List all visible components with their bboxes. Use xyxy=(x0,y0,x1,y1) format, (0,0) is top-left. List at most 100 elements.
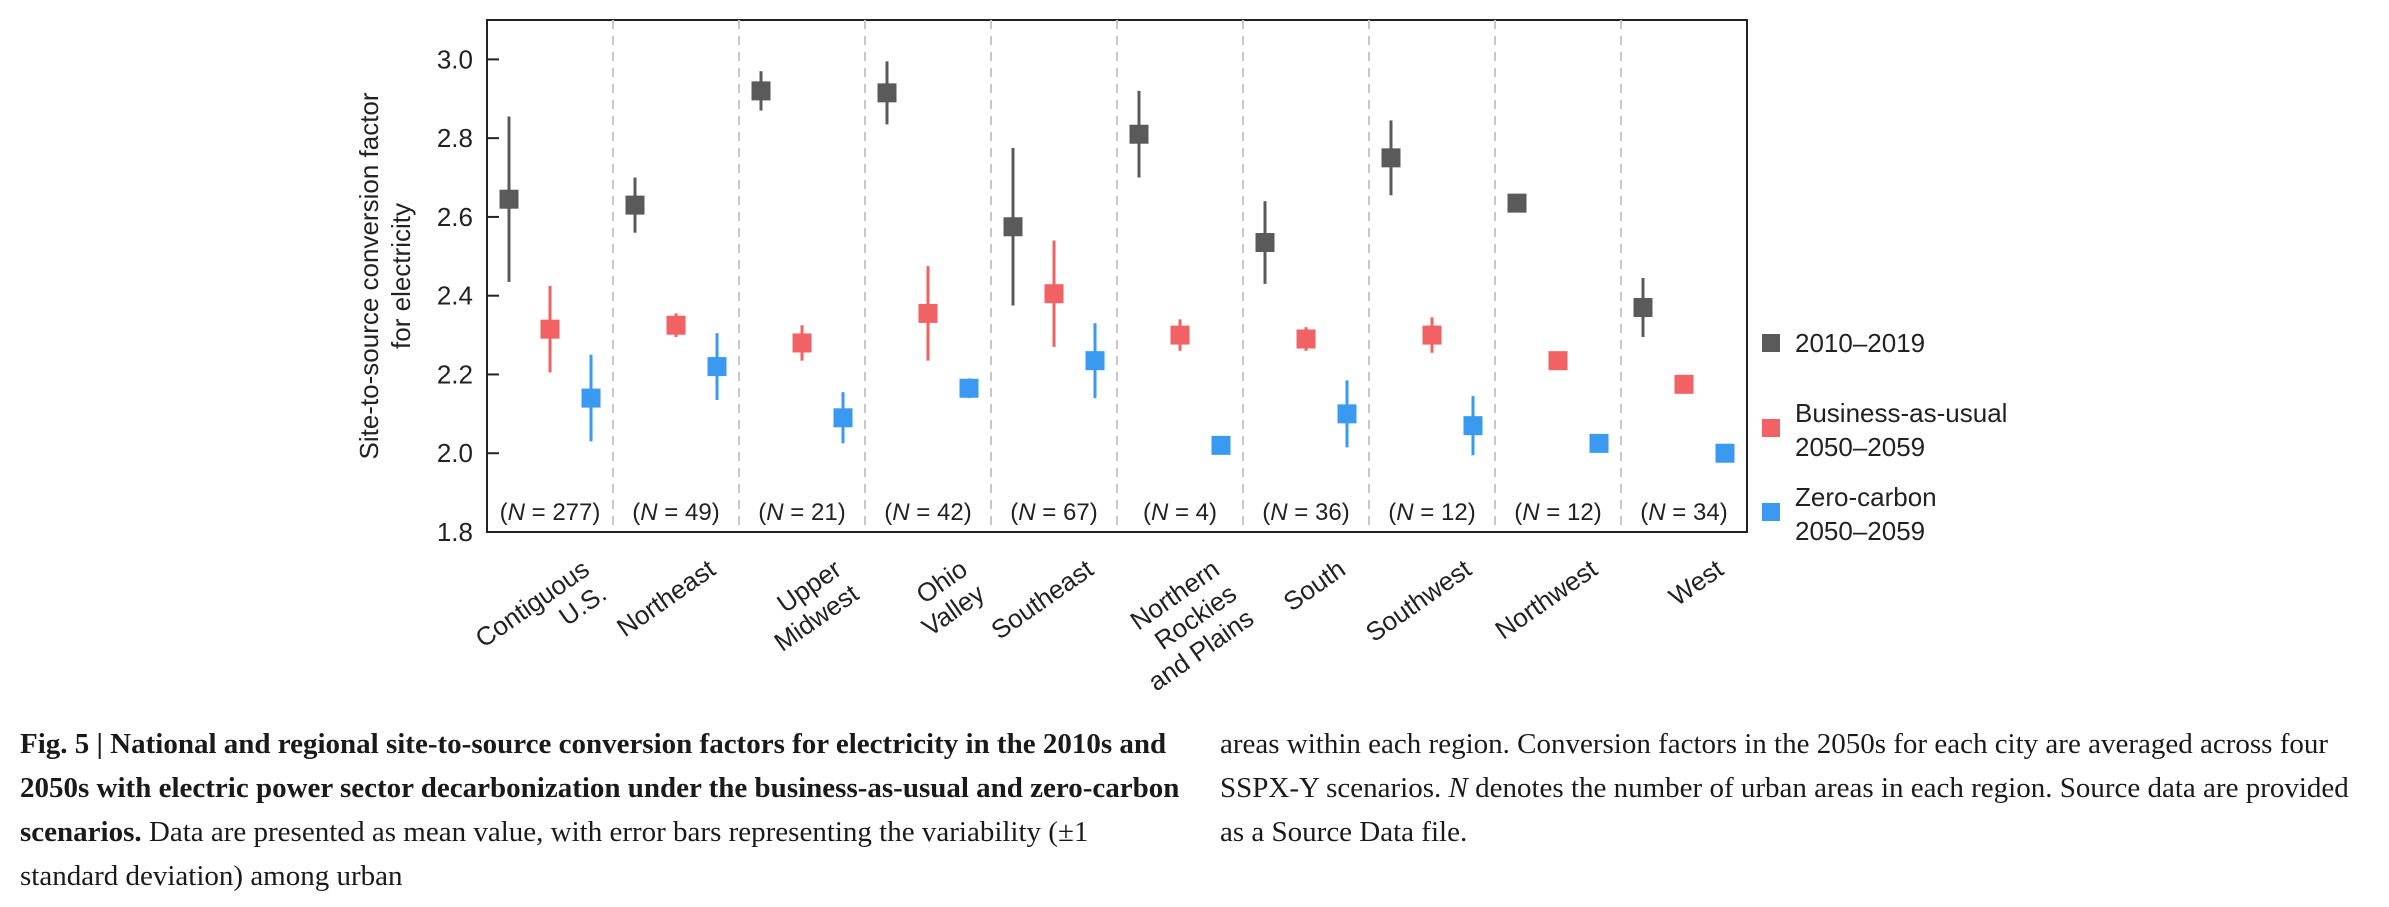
y-tick-label: 2.4 xyxy=(437,281,473,311)
n-label-italic: N xyxy=(1522,499,1540,526)
n-label-suffix: = 277) xyxy=(525,499,600,526)
y-tick-label: 2.6 xyxy=(437,202,473,232)
mean-marker xyxy=(1255,233,1275,253)
n-label-italic: N xyxy=(892,499,910,526)
n-label-suffix: = 4) xyxy=(1168,499,1217,526)
n-label: (N = 67) xyxy=(1010,499,1097,526)
mean-marker xyxy=(625,195,645,215)
category-label-line: Southeast xyxy=(985,553,1099,645)
legend-label-line: Zero-carbon xyxy=(1795,482,1937,512)
legend-label: Zero-carbon 2050–2059 xyxy=(1795,482,1937,546)
mean-marker xyxy=(540,319,560,339)
category-label: Southwest xyxy=(1360,553,1477,648)
chart: 1.8 2.0 2.2 2.4 2.6 2.8 3.0 Site-to-source conv… xyxy=(354,19,2007,690)
category-label: NorthernRockiesand Plains xyxy=(1108,553,1259,690)
n-label-suffix: = 34) xyxy=(1666,499,1728,526)
n-label-italic: N xyxy=(1018,499,1036,526)
y-tick-label: 2.2 xyxy=(437,359,473,389)
n-label-italic: N xyxy=(640,499,658,526)
n-label: (N = 12) xyxy=(1514,499,1601,526)
mean-marker xyxy=(666,315,686,335)
n-label-suffix: = 21) xyxy=(784,499,846,526)
n-label: (N = 12) xyxy=(1388,499,1475,526)
category-label: Southeast xyxy=(985,553,1099,645)
mean-marker xyxy=(1463,416,1483,436)
n-label-italic: N xyxy=(766,499,784,526)
n-label-italic: N xyxy=(508,499,526,526)
n-label-italic: N xyxy=(1151,499,1169,526)
n-label-italic: N xyxy=(1270,499,1288,526)
legend-label: 2010–2019 xyxy=(1795,328,1925,358)
mean-marker xyxy=(1589,433,1609,453)
mean-marker xyxy=(1674,374,1694,394)
legend-swatch xyxy=(1762,503,1780,521)
mean-marker xyxy=(1381,148,1401,168)
caption-title: Fig. 5 | National and regional site-to-s… xyxy=(20,728,1180,848)
n-label-prefix: ( xyxy=(884,499,892,526)
n-label-suffix: = 36) xyxy=(1288,499,1350,526)
caption-n-italic: N xyxy=(1448,772,1468,804)
category-label-line: Northeast xyxy=(611,553,721,643)
category-label-line: South xyxy=(1278,553,1351,617)
mean-marker xyxy=(1633,298,1653,318)
mean-marker xyxy=(1211,435,1231,455)
n-label-suffix: = 12) xyxy=(1414,499,1476,526)
n-label-suffix: = 67) xyxy=(1036,499,1098,526)
n-label-prefix: ( xyxy=(1388,499,1396,526)
mean-marker xyxy=(707,357,727,377)
n-label-suffix: = 12) xyxy=(1540,499,1602,526)
category-label: South xyxy=(1278,553,1351,617)
mean-marker xyxy=(1003,217,1023,237)
n-label: (N = 277) xyxy=(500,499,601,526)
mean-marker xyxy=(1296,329,1316,349)
mean-marker xyxy=(877,83,897,103)
n-label: (N = 4) xyxy=(1143,499,1217,526)
n-label-prefix: ( xyxy=(1010,499,1018,526)
mean-marker xyxy=(1044,284,1064,304)
n-label: (N = 36) xyxy=(1262,499,1349,526)
mean-marker xyxy=(1548,351,1568,371)
n-label: (N = 42) xyxy=(884,499,971,526)
category-label: UpperMidwest xyxy=(751,553,864,657)
mean-marker xyxy=(1085,351,1105,371)
n-label-prefix: ( xyxy=(1514,499,1522,526)
figure-caption-left: Fig. 5 | National and regional site-to-s… xyxy=(20,722,1180,898)
legend-label-line: 2050–2059 xyxy=(1795,432,1925,462)
y-axis-label-line: for electricity xyxy=(386,203,416,349)
legend-swatch xyxy=(1762,334,1780,352)
mean-marker xyxy=(499,189,519,209)
y-axis-label: Site-to-source conversion factorfor elec… xyxy=(354,92,416,459)
category-label: Northwest xyxy=(1490,553,1604,645)
n-label: (N = 34) xyxy=(1640,499,1727,526)
n-label-italic: N xyxy=(1648,499,1666,526)
n-label-suffix: = 42) xyxy=(910,499,972,526)
y-tick-label: 3.0 xyxy=(437,44,473,74)
n-label-prefix: ( xyxy=(758,499,766,526)
mean-marker xyxy=(1422,325,1442,345)
n-label-prefix: ( xyxy=(500,499,508,526)
n-label-prefix: ( xyxy=(1143,499,1151,526)
mean-marker xyxy=(751,81,771,101)
category-label: ContiguousU.S. xyxy=(470,553,612,678)
category-label-line: Southwest xyxy=(1360,553,1477,648)
mean-marker xyxy=(1507,193,1527,213)
category-label-line: Northwest xyxy=(1490,553,1604,645)
n-label-prefix: ( xyxy=(1640,499,1648,526)
caption-text-3: denotes the number of urban areas in eac… xyxy=(1220,772,2349,848)
legend-label-line: 2050–2059 xyxy=(1795,516,1925,546)
caption-text-1: Data are presented as mean value, with e… xyxy=(20,816,1089,892)
category-label: Northeast xyxy=(611,553,721,643)
mean-marker xyxy=(833,408,853,428)
mean-marker xyxy=(792,333,812,353)
mean-marker xyxy=(918,303,938,323)
mean-marker xyxy=(1170,325,1190,345)
category-label-line: West xyxy=(1663,553,1729,612)
mean-marker xyxy=(581,388,601,408)
n-label-prefix: ( xyxy=(632,499,640,526)
legend-label: Business-as-usual 2050–2059 xyxy=(1795,398,2007,462)
y-axis-label-line: Site-to-source conversion factor xyxy=(354,92,384,459)
category-label: OhioValley xyxy=(899,553,990,642)
legend-label-line: Business-as-usual xyxy=(1795,398,2007,428)
y-tick-label: 1.8 xyxy=(437,517,473,547)
mean-marker xyxy=(1129,124,1149,144)
